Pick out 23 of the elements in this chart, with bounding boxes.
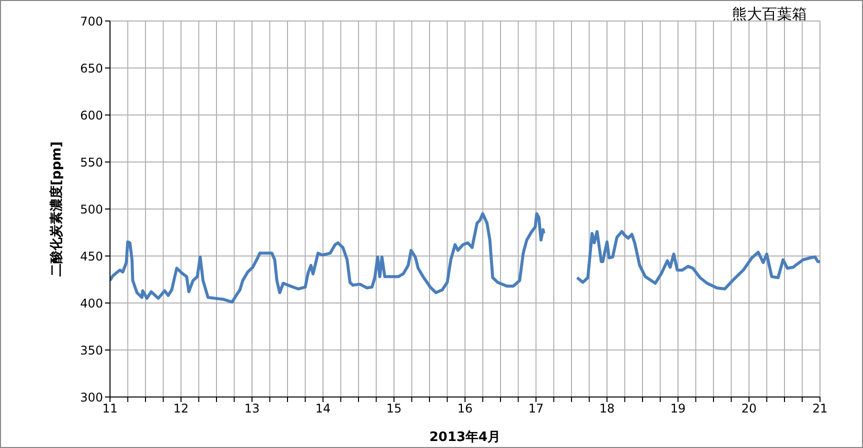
x-tick-label: 19 xyxy=(670,402,686,416)
y-tick-label: 350 xyxy=(80,343,103,358)
y-tick-label: 600 xyxy=(80,108,103,122)
y-tick-label: 550 xyxy=(80,155,103,170)
x-tick-label: 13 xyxy=(244,402,260,416)
x-tick-label: 20 xyxy=(741,402,757,416)
chart-title: 熊大百葉箱 xyxy=(732,5,807,24)
x-axis-title: 2013年4月 xyxy=(429,430,501,445)
y-tick-label: 700 xyxy=(80,14,103,28)
x-tick-label: 15 xyxy=(386,402,402,416)
y-axis-title: 二酸化炭素濃度[ppm] xyxy=(48,141,65,277)
x-tick-label: 21 xyxy=(812,402,828,416)
y-tick-label: 450 xyxy=(80,249,103,264)
x-tick-label: 12 xyxy=(173,402,189,416)
x-tick-label: 11 xyxy=(102,402,118,416)
y-tick-label: 500 xyxy=(80,202,103,216)
y-tick-label: 650 xyxy=(80,61,103,76)
y-tick-label: 400 xyxy=(80,296,103,310)
x-tick-label: 18 xyxy=(599,402,615,416)
x-tick-label: 14 xyxy=(315,402,331,416)
x-tick-label: 17 xyxy=(528,402,544,416)
x-tick-label: 16 xyxy=(457,402,473,416)
y-tick-label: 300 xyxy=(80,390,103,404)
